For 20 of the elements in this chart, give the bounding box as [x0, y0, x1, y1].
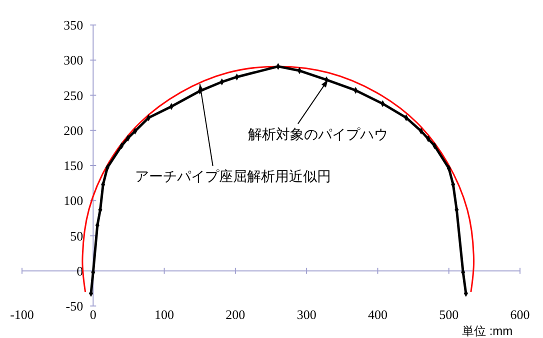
x-tick-label: 300 — [296, 307, 316, 322]
x-tick-label: 600 — [510, 307, 530, 322]
x-tick-label: 200 — [226, 307, 246, 322]
x-tick-label: 100 — [154, 307, 174, 322]
y-tick-label: 200 — [64, 122, 84, 138]
x-tick-label: 500 — [439, 307, 459, 322]
y-tick-label: 300 — [64, 52, 84, 68]
annotation: 解析対象のパイプハウ — [248, 126, 388, 142]
y-tick-label: 250 — [64, 88, 84, 103]
y-tick-label: 0 — [76, 263, 84, 278]
y-tick-label: 50 — [70, 228, 84, 244]
y-tick-label: 100 — [64, 193, 84, 208]
x-axis-title: 単位 :mm — [462, 324, 513, 338]
y-tick-label: 150 — [64, 158, 84, 174]
y-tick-label: -50 — [66, 298, 84, 314]
y-tick-label: 350 — [64, 18, 84, 33]
x-tick-label: 0 — [90, 307, 96, 322]
x-tick-label: -100 — [10, 307, 34, 322]
annotation: アーチパイプ座屈解析用近似円 — [134, 168, 331, 184]
x-tick-label: 400 — [368, 307, 388, 322]
